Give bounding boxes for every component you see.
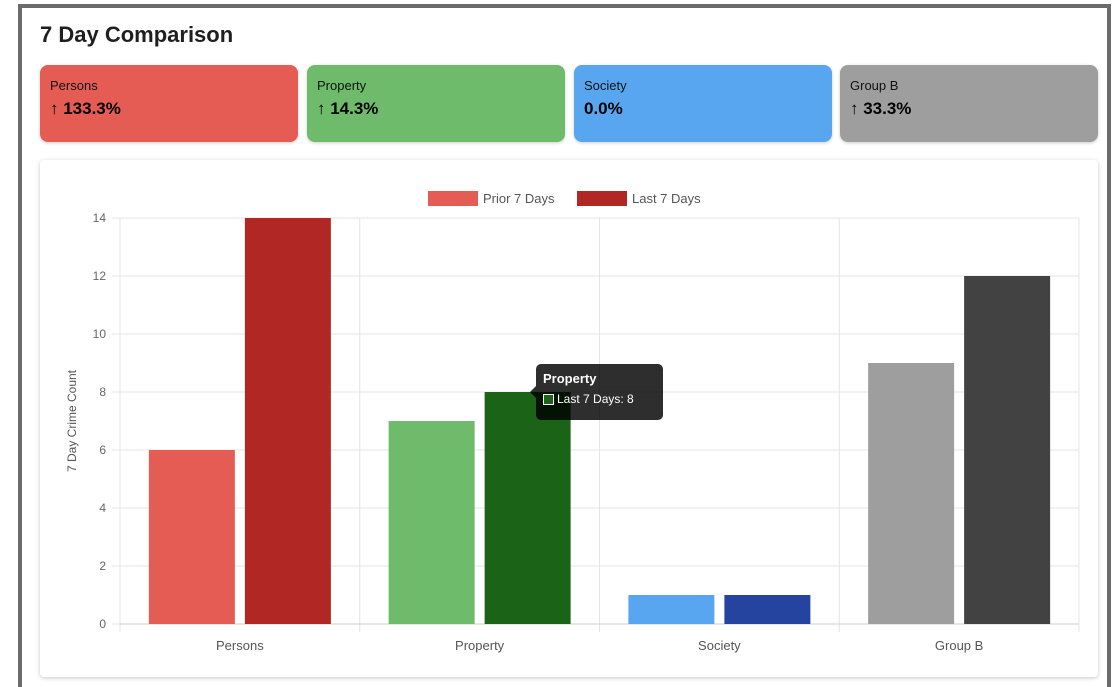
bar-prior-property xyxy=(388,421,475,624)
card-society[interactable]: Society 0.0% xyxy=(574,65,832,142)
y-tick-label: 4 xyxy=(99,501,106,515)
tooltip-caret xyxy=(530,386,536,398)
x-tick-label: Persons xyxy=(216,638,264,653)
legend-swatch-prior xyxy=(428,191,478,206)
card-label: Society xyxy=(584,78,627,93)
card-value: ↑ 33.3% xyxy=(850,99,912,118)
bar-last-group-b xyxy=(964,276,1051,624)
card-group-b[interactable]: Group B ↑ 33.3% xyxy=(840,65,1098,142)
card-value: ↑ 14.3% xyxy=(317,99,379,118)
y-tick-label: 12 xyxy=(93,269,107,283)
tooltip-title: Property xyxy=(543,371,597,386)
bar-last-persons xyxy=(244,218,331,624)
card-value: 0.0% xyxy=(584,99,623,118)
y-tick-label: 0 xyxy=(99,617,106,631)
chart-tooltip: Property Last 7 Days: 8 xyxy=(536,364,663,420)
bar-prior-society xyxy=(628,595,715,624)
card-label: Property xyxy=(317,78,367,93)
y-tick-label: 14 xyxy=(93,211,107,225)
legend-label: Prior 7 Days xyxy=(483,191,555,206)
card-label: Persons xyxy=(50,78,98,93)
page-title: 7 Day Comparison xyxy=(40,22,234,47)
tooltip-swatch xyxy=(543,393,554,405)
card-persons[interactable]: Persons ↑ 133.3% xyxy=(40,65,298,142)
y-tick-label: 6 xyxy=(99,443,106,457)
x-tick-label: Property xyxy=(455,638,505,653)
y-tick-label: 8 xyxy=(99,385,106,399)
bar-last-society xyxy=(724,595,811,624)
legend-label: Last 7 Days xyxy=(632,191,701,206)
x-tick-label: Group B xyxy=(935,638,983,653)
legend-swatch-last xyxy=(577,191,627,206)
x-tick-label: Society xyxy=(698,638,741,653)
tooltip-text: Last 7 Days: 8 xyxy=(557,392,634,406)
y-axis-label: 7 Day Crime Count xyxy=(65,369,79,472)
bar-last-property xyxy=(484,392,571,624)
bar-prior-group-b xyxy=(868,363,955,624)
card-property[interactable]: Property ↑ 14.3% xyxy=(307,65,565,142)
card-label: Group B xyxy=(850,78,899,93)
card-value: ↑ 133.3% xyxy=(50,99,121,118)
bar-prior-persons xyxy=(148,450,235,624)
y-tick-label: 10 xyxy=(93,327,107,341)
y-tick-label: 2 xyxy=(99,559,106,573)
tooltip-row: Last 7 Days: 8 xyxy=(543,392,656,406)
